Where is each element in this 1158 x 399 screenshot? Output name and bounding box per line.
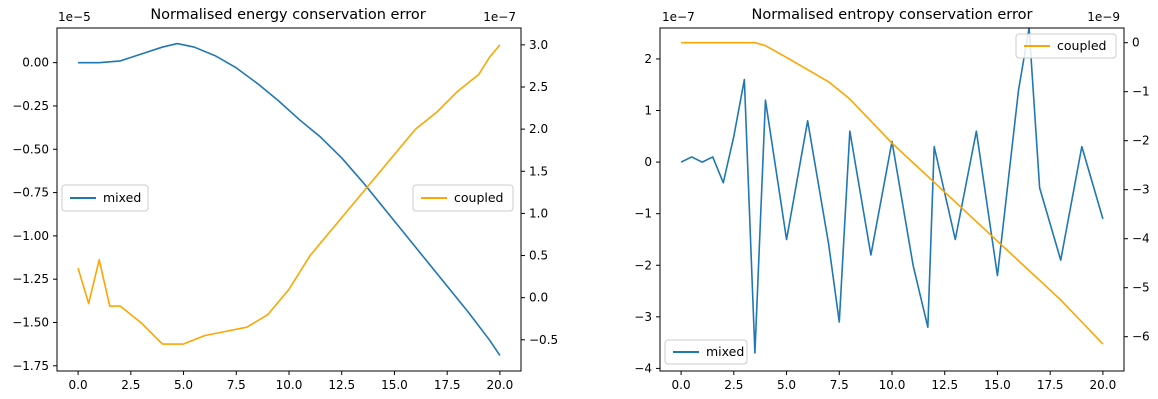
left-y-tick-label: −1.25	[12, 272, 49, 286]
right-y-tick-label: −3	[1132, 183, 1150, 197]
chart-energy-legend-coupled: coupled	[412, 184, 514, 212]
right-y-tick-label: −2	[1132, 134, 1150, 148]
left-y-tick-label: −3	[634, 310, 652, 324]
right-y-tick-label: −1	[1132, 85, 1150, 99]
right-y-tick-label: 0.0	[529, 291, 548, 305]
legend-label-mixed: mixed	[103, 190, 141, 205]
right-y-tick-label: −6	[1132, 330, 1150, 344]
legend-box	[412, 184, 514, 212]
left-y-tick-label: −1.50	[12, 315, 49, 329]
legend-box	[61, 184, 149, 212]
left-y-tick-label: −0.25	[12, 99, 49, 113]
x-tick-label: 17.5	[434, 378, 461, 392]
x-tick-label: 20.0	[487, 378, 514, 392]
chart-entropy-legend-mixed: mixed	[664, 339, 748, 365]
legend-label-coupled: coupled	[1057, 38, 1106, 53]
legend-label-mixed: mixed	[706, 344, 744, 359]
right-y-tick-label: −4	[1132, 232, 1150, 246]
left-y-tick-label: −1.00	[12, 229, 49, 243]
chart-entropy-lines	[680, 27, 1104, 354]
left-y-tick-label: 2	[644, 52, 652, 66]
left-y-tick-label: 0	[644, 155, 652, 169]
x-tick-label: 20.0	[1090, 378, 1117, 392]
left-y-tick-label: 1	[644, 104, 652, 118]
x-tick-label: 5.0	[777, 378, 796, 392]
right-y-tick-label: −5	[1132, 281, 1150, 295]
left-y-tick-label: −2	[634, 258, 652, 272]
right-y-tick-label: 1.5	[529, 164, 548, 178]
chart-entropy: Normalised entropy conservation error 1e…	[634, 7, 1149, 392]
x-tick-label: 0.0	[69, 378, 88, 392]
chart-energy: Normalised energy conservation error 1e−…	[12, 7, 558, 392]
left-y-tick-label: −4	[634, 361, 652, 375]
x-tick-label: 7.5	[227, 378, 246, 392]
x-tick-label: 2.5	[724, 378, 743, 392]
chart-energy-ticks: 0.0 2.5 5.0 7.5 10.0 12.5 15.0 17.5 20.0 0.00 −0.2…	[12, 38, 558, 392]
x-tick-label: 5.0	[174, 378, 193, 392]
chart-energy-legend-mixed: mixed	[61, 184, 149, 212]
x-tick-label: 0.0	[672, 378, 691, 392]
chart-energy-lines	[77, 42, 501, 356]
left-y-tick-label: −0.75	[12, 186, 49, 200]
chart-energy-left-multiplier: 1e−5	[58, 10, 91, 24]
chart-entropy-ticks: 0.0 2.5 5.0 7.5 10.0 12.5 15.0 17.5 20.0 2 1 0 −1 −2 −…	[634, 36, 1149, 392]
legend-label-coupled: coupled	[454, 190, 503, 205]
chart-energy-right-multiplier: 1e−7	[483, 10, 516, 24]
series-line-coupled	[681, 41, 1104, 345]
right-y-tick-label: 0	[1132, 36, 1140, 50]
series-line-mixed	[680, 27, 1104, 354]
chart-entropy-right-multiplier: 1e−9	[1087, 10, 1120, 24]
x-tick-label: 12.5	[931, 378, 958, 392]
chart-entropy-title: Normalised entropy conservation error	[752, 7, 1033, 23]
chart-energy-frame	[56, 27, 522, 372]
right-y-tick-label: 1.0	[529, 206, 548, 220]
chart-energy-title: Normalised energy conservation error	[150, 7, 425, 23]
x-tick-label: 7.5	[830, 378, 849, 392]
left-y-tick-label: −0.50	[12, 142, 49, 156]
legend-box	[664, 339, 748, 365]
left-y-tick-label: −1	[634, 207, 652, 221]
legend-box	[1015, 33, 1117, 59]
x-tick-label: 17.5	[1037, 378, 1064, 392]
chart-entropy-frame	[659, 27, 1125, 372]
left-y-tick-label: −1.75	[12, 359, 49, 373]
x-tick-label: 2.5	[121, 378, 140, 392]
right-y-tick-label: −0.5	[529, 333, 558, 347]
chart-entropy-legend-coupled: coupled	[1015, 33, 1117, 59]
series-line-mixed	[78, 42, 501, 356]
x-tick-label: 15.0	[984, 378, 1011, 392]
x-tick-label: 10.0	[879, 378, 906, 392]
left-y-tick-label: 0.00	[22, 56, 49, 70]
x-tick-label: 12.5	[328, 378, 355, 392]
chart-entropy-left-multiplier: 1e−7	[662, 10, 695, 24]
right-y-tick-label: 3.0	[529, 38, 548, 52]
series-line-coupled	[77, 44, 501, 345]
right-y-tick-label: 2.0	[529, 122, 548, 136]
x-tick-label: 10.0	[276, 378, 303, 392]
right-y-tick-label: 2.5	[529, 80, 548, 94]
right-y-tick-label: 0.5	[529, 249, 548, 263]
x-tick-label: 15.0	[381, 378, 408, 392]
